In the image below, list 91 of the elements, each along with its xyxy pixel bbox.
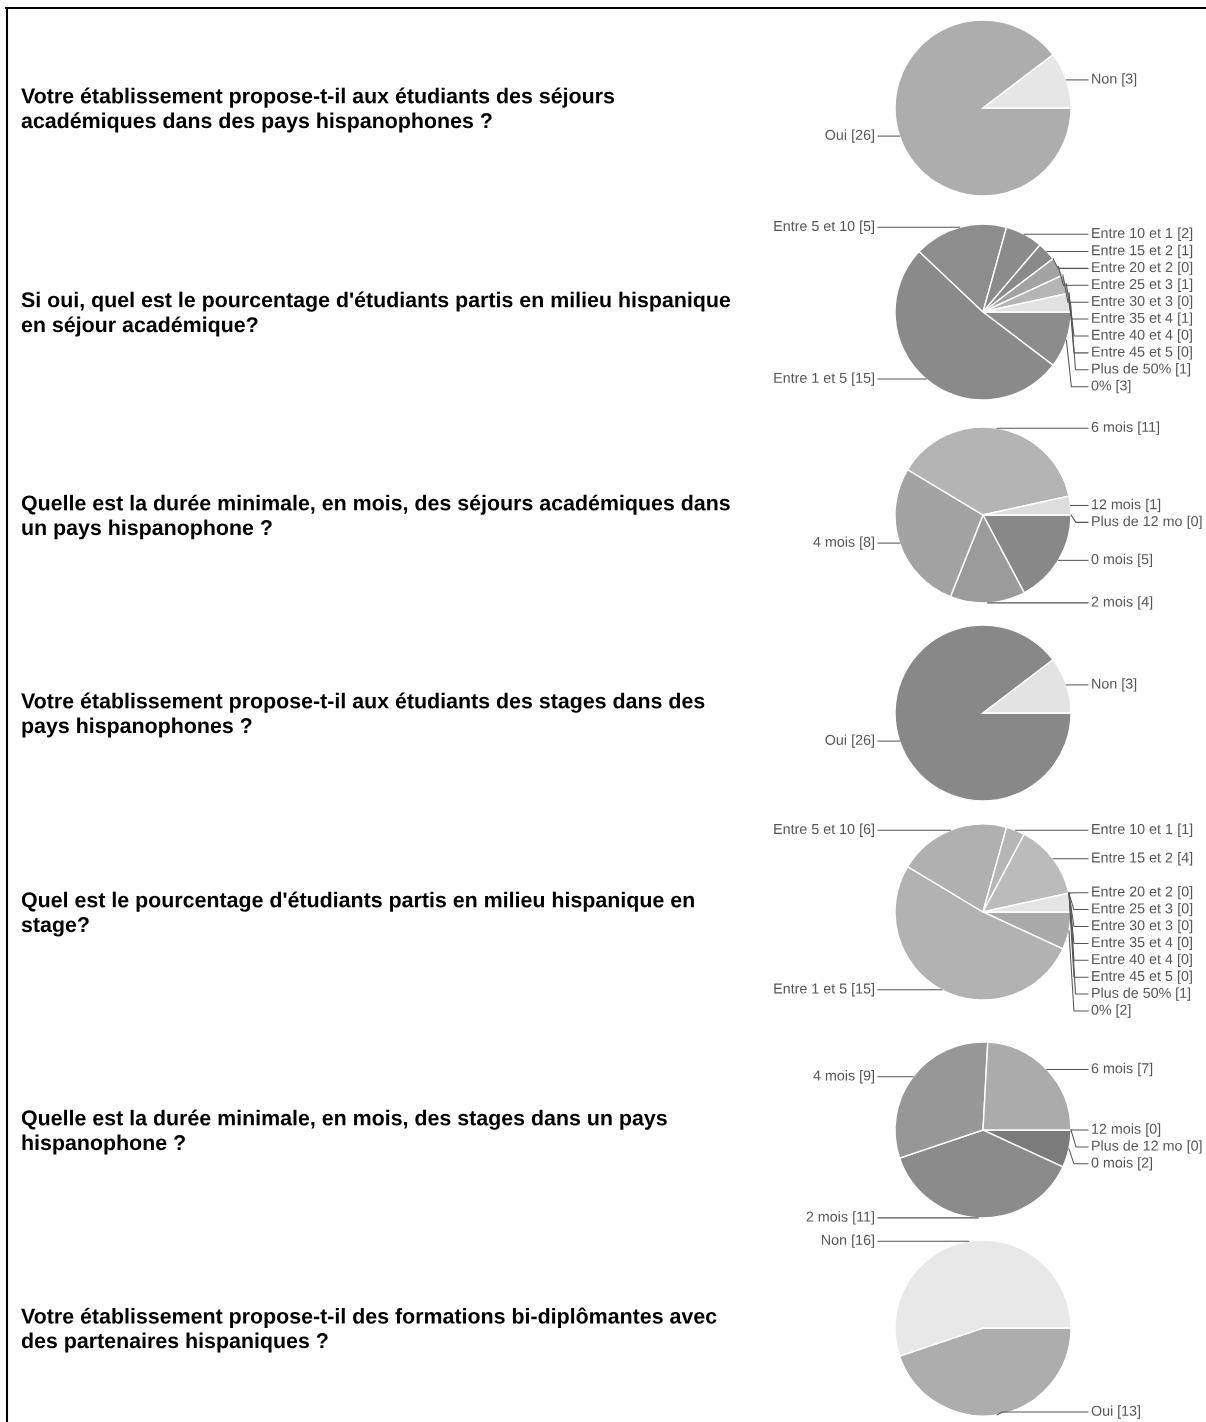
data-label: [8] (860, 536, 874, 550)
data-label: [3] (1116, 380, 1131, 394)
text: [0] (1178, 329, 1192, 343)
slice-label: Non (821, 1235, 847, 1245)
slice-label: 6 mois (1091, 1062, 1133, 1074)
slice-label: Entre 15 et 2 (1092, 245, 1173, 256)
slice-label: Entre 5 et 10 (774, 823, 855, 835)
slice-label: 0% (1091, 1004, 1112, 1015)
category-label: Entre 40 et 4 (1092, 329, 1173, 340)
slice-label: Entre 25 et 3 (1092, 278, 1173, 290)
text: [0] (1146, 1123, 1161, 1137)
slice-label: Entre 10 et 1 (1092, 823, 1173, 835)
text: [0] (1178, 902, 1193, 917)
text: Votre établissement propose-t-il aux étudiants des stages dans des pays hispanophones ? (21, 692, 705, 738)
slice-label: Entre 35 et 4 (1092, 312, 1173, 323)
text: Quelle est la durée minimale, en mois, des stages dans un pays hispanophone ? (21, 1109, 667, 1155)
category-label: Entre 20 et 2 (1092, 886, 1173, 897)
data-label: [9] (860, 1070, 874, 1084)
data-label: [1] (1178, 312, 1193, 326)
slice-label: Plus de 50% (1092, 987, 1171, 998)
text: [0] (1187, 1140, 1202, 1154)
text: Quel est le pourcentage d'étudiants partis en milieu hispanique en stage? (21, 891, 694, 937)
category-label: Entre 45 et 5 (1092, 971, 1173, 982)
data-label: [1] (1176, 363, 1191, 377)
text: Votre établissement propose-t-il des formations bi-diplômantes avec des partenaires hispaniques ? (21, 1307, 717, 1353)
data-label: [3] (1122, 73, 1137, 87)
data-label: [1] (1146, 498, 1161, 513)
data-label: [4] (1138, 596, 1153, 610)
text: [0] (1178, 919, 1193, 934)
slice-label: Oui (1091, 1405, 1113, 1416)
category-label: Plus de 12 mo (1092, 1140, 1182, 1151)
slice-label: Oui (825, 129, 847, 140)
data-label: [1] (1178, 823, 1193, 837)
slice-label: Entre 5 et 10 (774, 220, 855, 232)
slice-label: Non (1092, 73, 1117, 84)
slice-label: 4 mois (813, 1070, 855, 1081)
text: [0] (1178, 295, 1193, 309)
slice-label: 4 mois (813, 536, 855, 547)
data-label: [7] (1138, 1062, 1153, 1077)
data-label: [1] (1178, 278, 1193, 292)
data-label: [13] (1118, 1405, 1140, 1419)
data-label: [5] (1138, 553, 1153, 568)
text: [0] (1178, 936, 1193, 951)
slice-label: 2 mois (806, 1211, 848, 1222)
category-label: Entre 40 et 4 (1092, 954, 1173, 965)
text: [0] (1178, 970, 1192, 984)
data-label: [2] (1178, 227, 1193, 241)
text: Votre établissement propose-t-il aux étudiants des séjours académiques dans des pays hispanophones ? (21, 87, 615, 133)
slice-label: 0 mois (1091, 1157, 1133, 1168)
data-label: [26] (852, 129, 874, 143)
data-label: [16] (852, 1234, 874, 1248)
legend-label: Entre 25 et 3 (1092, 903, 1173, 914)
legend-label: Entre 35 et 4 (1092, 937, 1173, 948)
slice-label: 0% (1091, 380, 1112, 391)
slice-label: Oui (825, 734, 847, 745)
slice-label: 6 mois (1091, 421, 1133, 432)
data-label: [3] (1122, 678, 1137, 692)
legend-label: Entre 30 et 3 (1092, 920, 1173, 931)
data-label: [5] (860, 220, 874, 234)
category-label: Entre 45 et 5 (1092, 346, 1173, 357)
data-label: [1] (1176, 987, 1191, 1001)
data-label: [2] (1116, 1004, 1131, 1018)
text: [0] (1178, 886, 1193, 900)
slice-label: Entre 1 et 5 (774, 983, 847, 994)
data-label: [4] (1178, 852, 1193, 866)
data-label: [26] (852, 734, 874, 748)
legend-label: Entre 20 et 2 (1092, 262, 1173, 273)
slice-label: Entre 15 et 2 (1092, 852, 1173, 863)
legend-label: 12 mois (1092, 1123, 1141, 1134)
slice-label: 0 mois (1091, 553, 1133, 565)
slice-label: Non (1092, 678, 1117, 689)
slice-label: 2 mois (1091, 596, 1133, 607)
text: [0] (1178, 261, 1193, 276)
text: Si oui, quel est le pourcentage d'étudiants partis en milieu hispanique en séjour académique? (21, 291, 731, 337)
data-label: [1] (1178, 244, 1193, 259)
data-label: [15] (852, 983, 874, 997)
slice-label: 12 mois (1092, 498, 1141, 510)
slice-label: Plus de 50% (1092, 363, 1171, 374)
slice-label: Entre 10 et 1 (1092, 227, 1173, 239)
data-label: [6] (860, 823, 874, 837)
text: [0] (1178, 346, 1192, 360)
data-label: [11] (1138, 421, 1160, 435)
data-label: [15] (852, 372, 874, 386)
text: [0] (1178, 953, 1192, 967)
text: Quelle est la durée minimale, en mois, des séjours académiques dans un pays hispanophone ? (21, 494, 730, 540)
data-label: [2] (1138, 1157, 1153, 1171)
category-label: Entre 30 et 3 (1092, 295, 1173, 307)
legend-label: Plus de 12 mo (1092, 515, 1182, 527)
text: [0] (1187, 515, 1202, 530)
data-label: [11] (853, 1211, 874, 1225)
slice-label: Entre 1 et 5 (774, 372, 847, 383)
